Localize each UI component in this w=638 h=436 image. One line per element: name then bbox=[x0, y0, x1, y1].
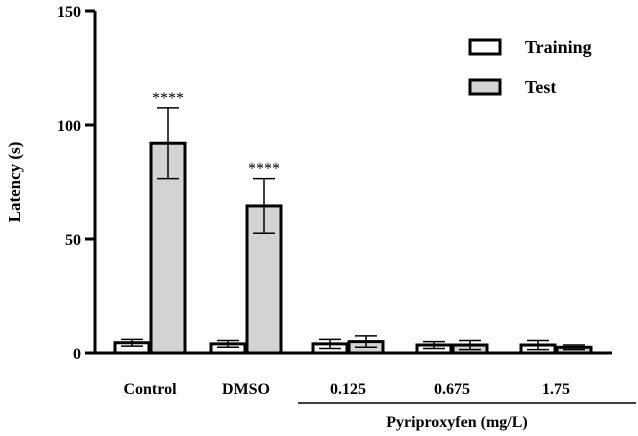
y-tick-label-100: 100 bbox=[57, 118, 81, 135]
legend-label-test: Test bbox=[525, 77, 556, 97]
significance-label-0: **** bbox=[152, 90, 184, 107]
y-tick-label-50: 50 bbox=[65, 232, 81, 249]
x-tick-label-4: 1.75 bbox=[542, 381, 570, 398]
x-tick-label-0: Control bbox=[123, 381, 177, 398]
group-label: Pyriproxyfen (mg/L) bbox=[386, 414, 527, 431]
x-tick-label-3: 0.675 bbox=[434, 381, 470, 398]
significance-label-1: **** bbox=[248, 161, 280, 178]
chart-axes: 0 50 100 150 Latency (s) bbox=[5, 4, 612, 363]
y-tick-label-0: 0 bbox=[73, 346, 81, 363]
bar-test-1 bbox=[245, 204, 283, 355]
x-tick-label-2: 0.125 bbox=[330, 381, 366, 398]
chart-legend: Training Test bbox=[468, 37, 592, 97]
legend-label-training: Training bbox=[525, 37, 592, 57]
y-tick-label-150: 150 bbox=[57, 4, 81, 21]
legend-swatch-test bbox=[468, 78, 502, 96]
y-axis-title: Latency (s) bbox=[5, 142, 24, 223]
chart-labels: Control DMSO 0.125 0.675 1.75 **** **** Pyripro… bbox=[123, 90, 636, 431]
legend-swatch-training bbox=[468, 38, 502, 56]
chart-bars bbox=[113, 107, 593, 355]
x-tick-label-1: DMSO bbox=[222, 381, 270, 398]
